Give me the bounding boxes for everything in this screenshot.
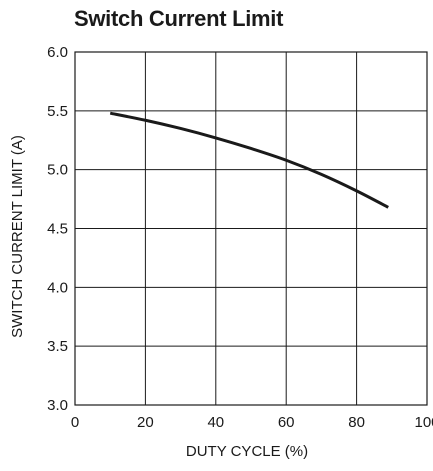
x-tick-label: 60 [278, 414, 295, 431]
y-tick-label: 4.5 [47, 221, 68, 238]
plot-frame [74, 51, 428, 406]
grid-lines [75, 52, 427, 405]
y-tick-label: 5.5 [47, 103, 68, 120]
y-tick-label: 6.0 [47, 44, 68, 61]
y-tick-label: 3.0 [47, 397, 68, 414]
y-tick-label: 3.5 [47, 338, 68, 355]
x-tick-label: 100 [414, 414, 433, 431]
x-tick-label: 0 [71, 414, 79, 431]
x-tick-label: 20 [137, 414, 154, 431]
y-tick-label: 4.0 [47, 279, 68, 296]
series-layer [109, 111, 389, 209]
chart-title: Switch Current Limit [74, 6, 284, 31]
x-tick-label: 80 [348, 414, 365, 431]
x-tick-label: 40 [207, 414, 224, 431]
series-line [109, 111, 389, 209]
y-tick-labels: 3.0 3.5 4.0 4.5 5.0 5.5 6.0 [47, 44, 68, 414]
x-tick-labels: 0 20 40 60 80 100 [71, 414, 433, 431]
y-axis-label: SWITCH CURRENT LIMIT (A) [9, 135, 26, 338]
y-tick-label: 5.0 [47, 162, 68, 179]
x-axis-label: DUTY CYCLE (%) [186, 443, 308, 460]
